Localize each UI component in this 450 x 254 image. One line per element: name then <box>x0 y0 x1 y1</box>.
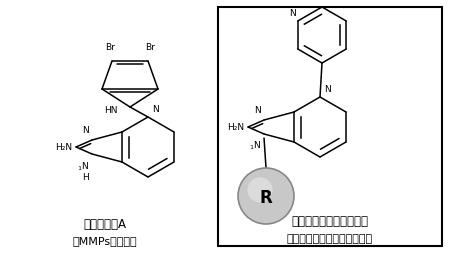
Text: N: N <box>254 106 261 115</box>
Text: H: H <box>82 172 89 181</box>
Text: Br: Br <box>145 43 155 52</box>
Circle shape <box>238 168 294 224</box>
Text: Br: Br <box>105 43 115 52</box>
Text: N: N <box>289 9 296 18</box>
Text: （MMPs阻害剤）: （MMPs阻害剤） <box>73 235 137 245</box>
Text: R: R <box>260 188 272 206</box>
Bar <box>218 8 442 246</box>
Text: H₂N: H₂N <box>227 123 244 132</box>
Text: （ニューロン分化調整分子）: （ニューロン分化調整分子） <box>287 233 373 243</box>
Circle shape <box>248 178 273 203</box>
Text: $_1$N: $_1$N <box>77 160 89 173</box>
Text: 本研究で合成した誘導体: 本研究で合成した誘導体 <box>292 215 369 228</box>
Text: アゲラジンA: アゲラジンA <box>84 218 126 231</box>
Text: N: N <box>324 85 331 94</box>
Text: N: N <box>82 125 89 134</box>
Text: H₂N: H₂N <box>55 143 72 152</box>
Text: $_1$N: $_1$N <box>249 139 261 152</box>
Text: HN: HN <box>104 106 118 115</box>
Text: N: N <box>152 105 159 114</box>
